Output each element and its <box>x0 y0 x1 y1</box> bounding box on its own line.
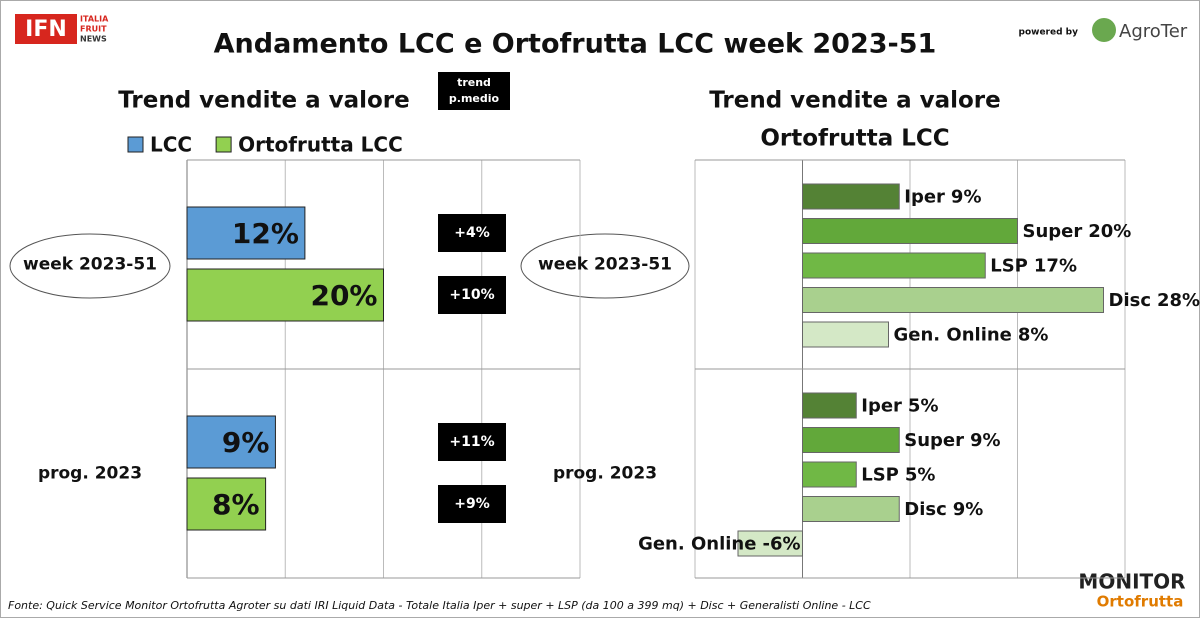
title: Andamento LCC e Ortofrutta LCC week 2023… <box>214 29 937 60</box>
value-label: 12% <box>232 217 299 250</box>
value-label: Gen. Online 8% <box>894 325 1049 346</box>
value-text: 5% <box>908 396 939 417</box>
legend-swatch <box>127 136 144 153</box>
logo-line: ITALIA <box>80 15 109 24</box>
category-label: prog. 2023 <box>38 464 142 484</box>
value-label: Super 20% <box>1023 221 1132 242</box>
category-ellipse <box>520 233 690 299</box>
value-text: 9% <box>953 499 984 520</box>
value-label: Disc 28% <box>1109 290 1200 311</box>
value-label: Gen. Online -6% <box>638 534 800 555</box>
bar <box>802 496 900 522</box>
category-label: prog. 2023 <box>553 464 657 484</box>
trend-label: +11% <box>449 434 494 450</box>
value-label: 20% <box>310 279 377 312</box>
trend-box <box>438 276 506 314</box>
logo-line: NEWS <box>80 35 107 44</box>
bar <box>802 287 1104 313</box>
chart-title: Ortofrutta LCC <box>760 126 949 152</box>
trend-box <box>438 214 506 252</box>
series-name: Iper <box>861 396 902 417</box>
series-name: Disc <box>904 499 947 520</box>
legend-swatch <box>215 136 232 153</box>
series-name: Super <box>904 430 964 451</box>
bar <box>186 206 306 260</box>
bar <box>802 427 900 453</box>
value-text: -6% <box>762 534 800 555</box>
trend-header-box <box>438 72 510 110</box>
logo-line: FRUIT <box>80 25 107 34</box>
logo: IFN <box>25 17 67 42</box>
logo-box <box>15 14 77 44</box>
trend-box <box>438 423 506 461</box>
partner-icon <box>1092 18 1116 42</box>
trend-label: +9% <box>454 496 490 512</box>
trend-header: trend <box>457 76 491 89</box>
value-text: 8% <box>1018 325 1049 346</box>
category-label: week 2023-51 <box>23 255 157 275</box>
series-name: Gen. Online <box>894 325 1012 346</box>
value-text: 9% <box>970 430 1001 451</box>
series-name: Iper <box>904 187 945 208</box>
category-label: week 2023-51 <box>538 255 672 275</box>
bar <box>186 415 276 469</box>
legend-label: LCC <box>150 133 192 157</box>
value-text: 5% <box>905 465 936 486</box>
bar <box>802 392 857 419</box>
chart-title: Trend vendite a valore <box>118 88 410 114</box>
value-label: 8% <box>212 488 260 521</box>
series-name: Gen. Online <box>638 534 756 555</box>
value-label: Disc 9% <box>904 499 983 520</box>
value-text: 9% <box>951 187 982 208</box>
value-label: Iper 5% <box>861 396 938 417</box>
category-ellipse <box>9 233 171 299</box>
footer-logo: MONITOR <box>1078 570 1185 594</box>
bar <box>802 218 1018 244</box>
partner: AgroTer <box>1119 21 1188 42</box>
footer-logo: Ortofrutta <box>1097 593 1184 611</box>
value-label: 9% <box>222 426 270 459</box>
legend-label: Ortofrutta LCC <box>238 133 403 157</box>
chart-title: Trend vendite a valore <box>709 88 1001 114</box>
trend-label: +10% <box>449 287 494 303</box>
series-name: Disc <box>1109 290 1152 311</box>
bar <box>186 268 384 322</box>
bar <box>186 477 267 531</box>
value-text: 28% <box>1157 290 1200 311</box>
bar <box>802 461 857 488</box>
value-label: Super 9% <box>904 430 1000 451</box>
value-label: Iper 9% <box>904 187 981 208</box>
bar <box>737 530 803 557</box>
trend-header: p.medio <box>449 92 500 105</box>
series-name: Super <box>1023 221 1083 242</box>
source: Fonte: Quick Service Monitor Ortofrutta … <box>8 599 871 612</box>
series-name: LSP <box>990 256 1028 277</box>
bar <box>802 183 900 210</box>
value-label: LSP 5% <box>861 465 935 486</box>
trend-box <box>438 485 506 523</box>
series-name: LSP <box>861 465 899 486</box>
bar <box>802 321 889 348</box>
value-text: 17% <box>1034 256 1077 277</box>
value-label: LSP 17% <box>990 256 1077 277</box>
bar <box>802 252 986 279</box>
value-text: 20% <box>1088 221 1131 242</box>
trend-label: +4% <box>454 225 490 241</box>
powered-by: powered by <box>1019 28 1079 38</box>
